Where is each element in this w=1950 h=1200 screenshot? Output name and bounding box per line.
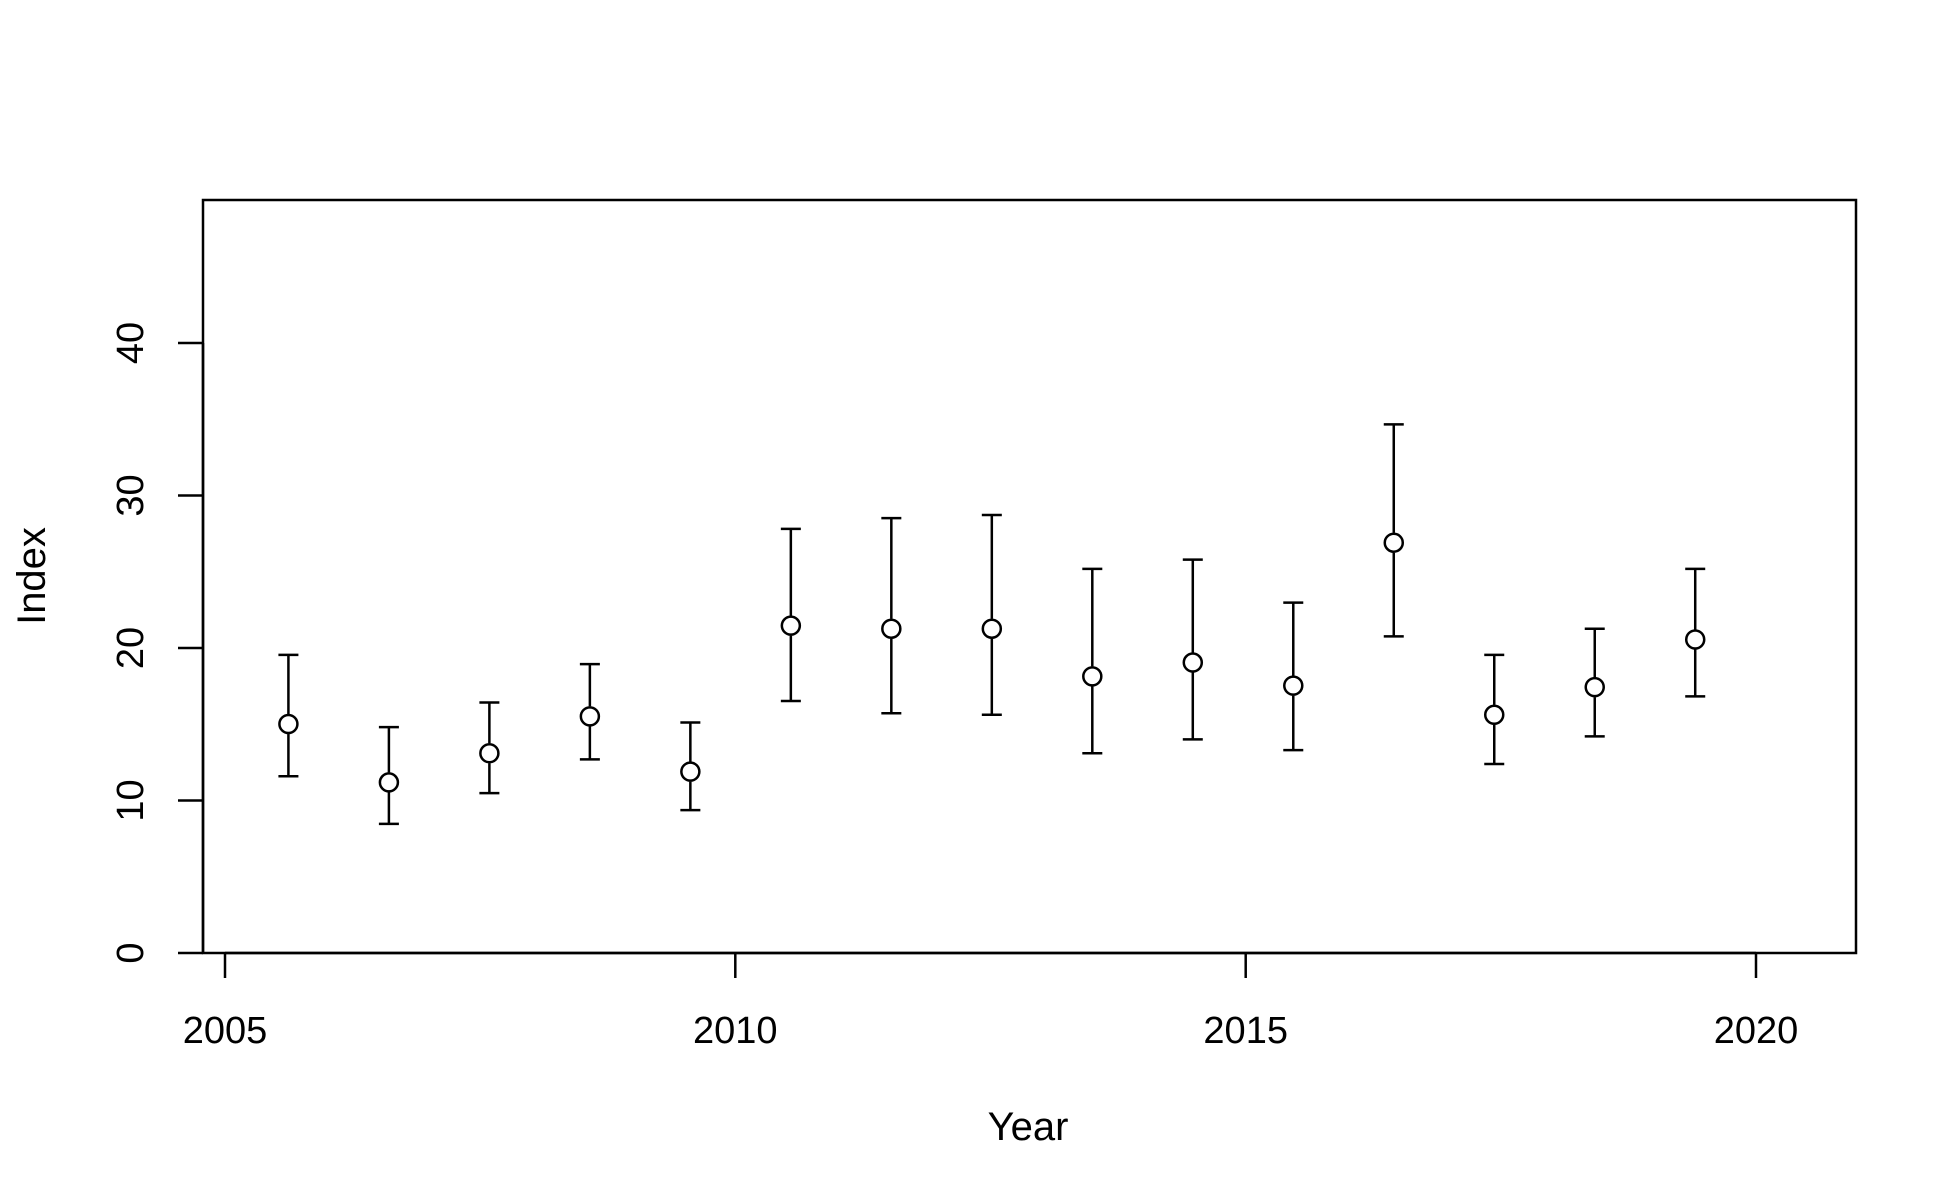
error-bar-point [680, 721, 701, 812]
x-axis-title: Year [988, 1105, 1069, 1149]
data-point-marker [981, 618, 1003, 639]
error-bar-point [1283, 601, 1304, 752]
y-tick-label: 0 [110, 942, 152, 963]
y-axis-title: Index [10, 527, 54, 625]
x-axis: 2005 2010 2015 2020 [183, 951, 1799, 1052]
error-bar-point [579, 662, 601, 761]
data-point-marker [378, 772, 400, 793]
data-point-marker [1684, 629, 1706, 650]
data-series [278, 423, 1706, 826]
data-point-marker [680, 761, 701, 782]
error-bar-point [981, 513, 1003, 717]
error-bar-point [1684, 567, 1706, 698]
data-point-marker [579, 706, 601, 727]
x-tick-label: 2015 [1203, 1010, 1288, 1052]
x-tick-label: 2010 [693, 1010, 778, 1052]
y-axis: 0 10 20 30 40 [110, 322, 205, 964]
error-bar-point [278, 653, 299, 778]
error-bar-point [479, 701, 500, 795]
data-point-marker [1082, 666, 1103, 687]
data-point-marker [1182, 652, 1204, 673]
plot-frame [201, 198, 1858, 955]
error-bar-point [1383, 423, 1405, 638]
data-point-marker [881, 618, 902, 639]
error-bar-point [1082, 567, 1103, 755]
error-bar-point [1584, 627, 1605, 738]
x-tick-label: 2020 [1714, 1010, 1799, 1052]
data-point-marker [1584, 676, 1605, 698]
y-tick-label: 30 [110, 474, 152, 516]
y-tick-label: 40 [110, 322, 152, 364]
data-point-marker [1283, 675, 1304, 696]
y-tick-label: 10 [110, 779, 152, 821]
error-bar-point [881, 516, 902, 715]
error-bar-point [780, 527, 802, 703]
data-point-marker [479, 742, 500, 764]
error-bar-point [1182, 558, 1204, 741]
data-point-marker [1483, 704, 1505, 726]
error-bar-point [1483, 653, 1505, 766]
data-point-marker [780, 615, 802, 636]
data-point-marker [278, 713, 299, 735]
x-tick-label: 2005 [183, 1010, 268, 1052]
data-point-marker [1383, 532, 1405, 553]
y-tick-label: 20 [110, 627, 152, 669]
error-bar-point [378, 725, 400, 826]
